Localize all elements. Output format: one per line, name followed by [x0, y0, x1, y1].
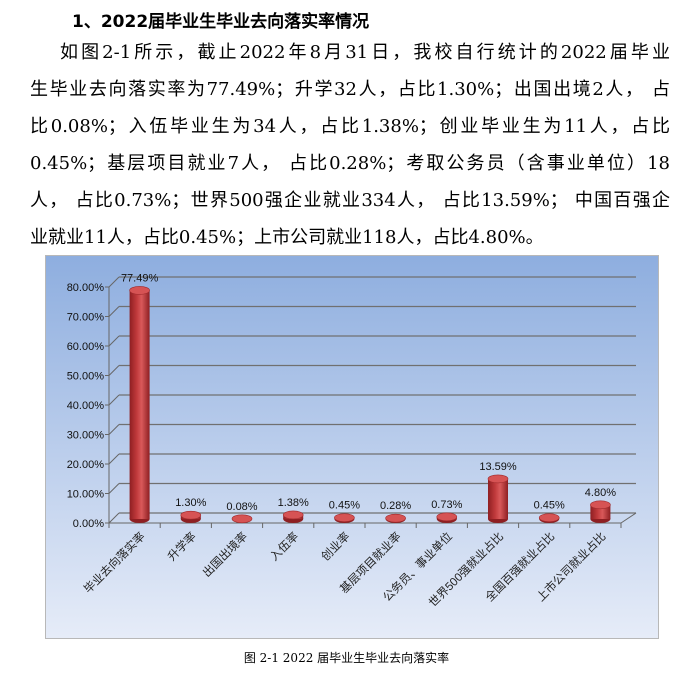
gridline-diagonal [108, 276, 120, 288]
bar [129, 290, 150, 519]
x-category-label: 入伍率 [267, 529, 301, 563]
data-label: 0.45% [329, 500, 360, 512]
data-label: 1.38% [278, 497, 309, 509]
y-tick-label: 10.00% [67, 489, 105, 501]
x-category-label: 出国出境率 [200, 529, 251, 580]
data-label: 4.80% [585, 487, 616, 499]
y-tick-label: 40.00% [67, 400, 105, 412]
bar-top [487, 474, 509, 484]
y-tick-label: 30.00% [67, 430, 105, 442]
bar [488, 478, 508, 519]
y-tick-label: 20.00% [67, 459, 105, 471]
data-label: 13.59% [479, 461, 517, 473]
gridline-diagonal [108, 512, 120, 524]
gridline-diagonal [108, 365, 120, 376]
paragraph-line: 如图2-1所示，截止2022年8月31日，我校自行统计的2022届毕业 [60, 42, 670, 63]
bar-top [436, 512, 458, 522]
chart-svg: 0.00% 10.00% 20.00% 30.00% 40.00% 50.00% 60.00… [67, 272, 637, 610]
paragraph-line: 0.45%；基层项目就业7人， 占比0.28%；考取公务员（含事业单位）18 [30, 153, 670, 174]
gridline-diagonal [108, 453, 120, 465]
gridline-diagonal [108, 394, 120, 406]
bar-top [385, 513, 406, 523]
data-label: 77.49% [121, 272, 159, 284]
data-label: 0.73% [431, 499, 462, 511]
x-category-label: 毕业去向落实率 [81, 529, 148, 596]
bar-top [334, 513, 355, 522]
bar-top [590, 500, 611, 510]
y-tick-label: 50.00% [67, 371, 105, 383]
bar-top [282, 510, 304, 520]
y-tick-label: 80.00% [67, 282, 105, 294]
data-label: 1.30% [175, 497, 206, 509]
data-label: 0.45% [534, 500, 565, 512]
x-category-label: 升学率 [165, 529, 199, 563]
data-label: 0.08% [226, 501, 257, 513]
paragraph-line: 生毕业去向落实率为77.49%；升学32人，占比1.30%；出国出境2人， 占 [30, 79, 670, 100]
gridline-diagonal [108, 483, 120, 494]
y-tick-label: 70.00% [67, 312, 105, 324]
paragraph-line: 比0.08%；入伍毕业生为34人，占比1.38%；创业毕业生为11人，占比 [30, 116, 670, 137]
bar-top [231, 514, 253, 524]
data-label: 0.28% [380, 500, 411, 512]
bar-top [180, 510, 202, 520]
gridline-diagonal [108, 335, 120, 347]
paragraph-line: 业就业11人，占比0.45%；上市公司就业118人，占比4.80%。 [30, 227, 544, 248]
gridline-diagonal [108, 306, 120, 317]
bar-chart: 0.00% 10.00% 20.00% 30.00% 40.00% 50.00% 60.00… [45, 255, 659, 639]
bar-top [538, 513, 560, 522]
paragraph-line: 人， 占比0.73%；世界500强企业就业334人， 占比13.59%； 中国百… [30, 190, 670, 211]
y-tick-label: 60.00% [67, 341, 105, 353]
figure-caption: 图 2-1 2022 届毕业生毕业去向落实率 [243, 651, 450, 665]
body-paragraph: 如图2-1所示，截止2022年8月31日，我校自行统计的2022届毕业 生毕业去… [30, 34, 670, 256]
y-tick-label: 0.00% [73, 518, 104, 530]
floor-edge [620, 512, 637, 524]
x-category-label: 创业率 [318, 529, 352, 563]
bar-top [129, 286, 150, 295]
gridline-diagonal [108, 424, 120, 435]
section-heading: 1、2022届毕业生毕业去向落实率情况 [72, 12, 370, 32]
